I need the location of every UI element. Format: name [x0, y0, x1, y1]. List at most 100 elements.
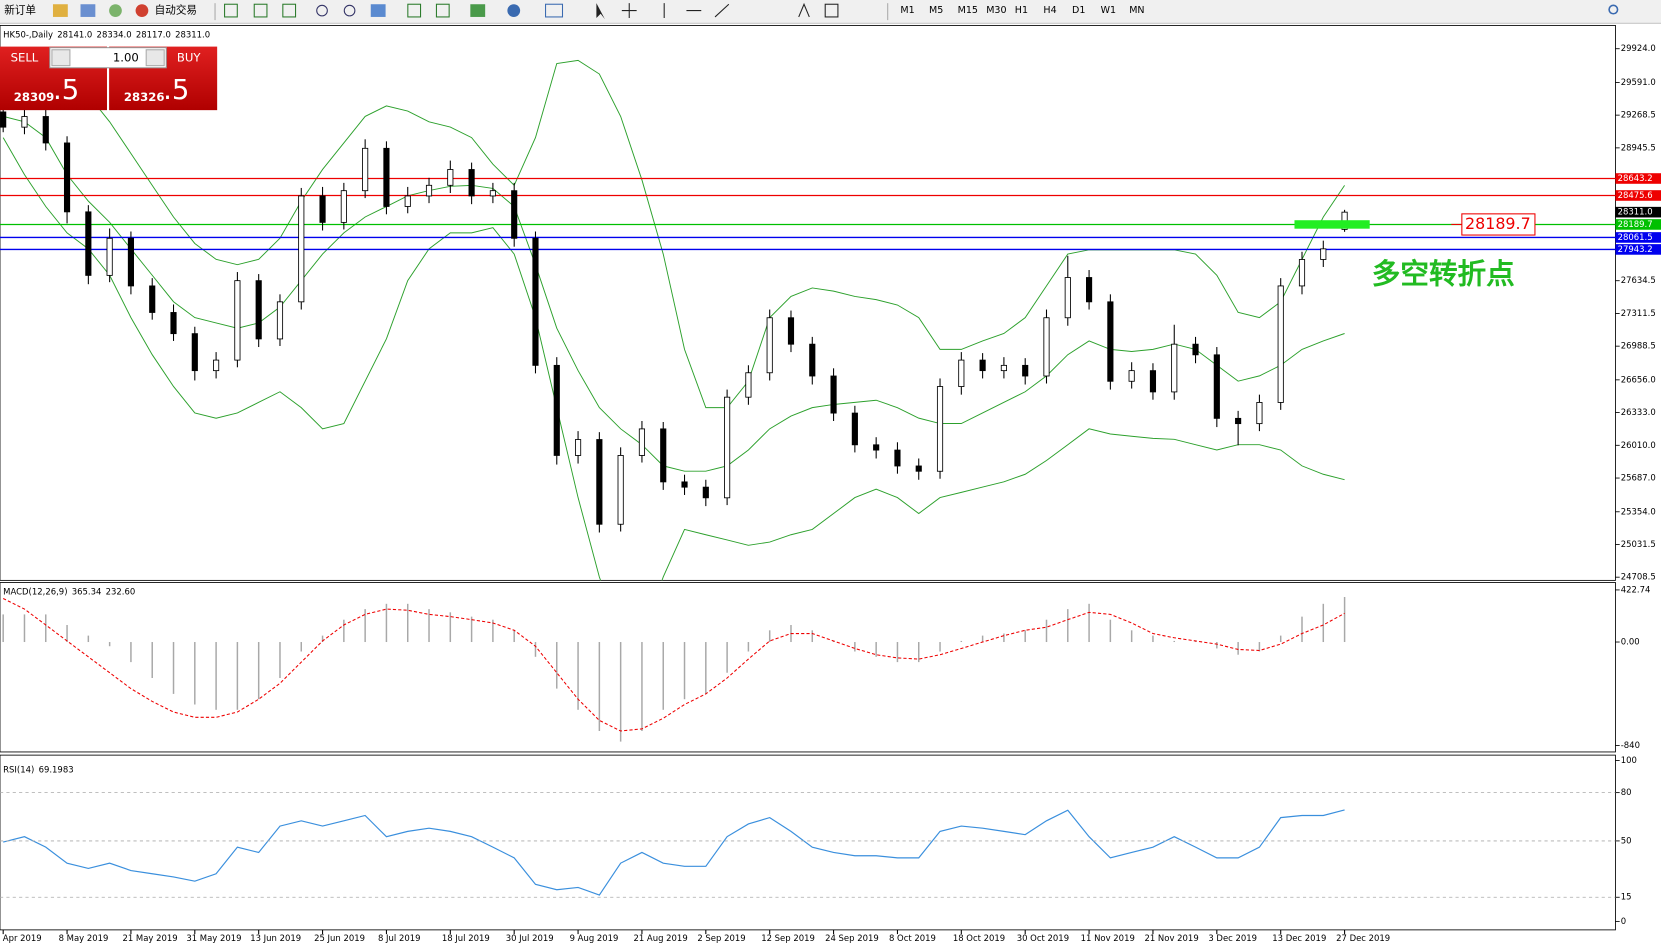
y-tick-label: 27634.5: [1621, 275, 1656, 285]
sell-label[interactable]: SELL: [11, 51, 39, 65]
icon[interactable]: [507, 4, 521, 17]
icon[interactable]: [224, 3, 238, 18]
draw-icons[interactable]: [663, 3, 730, 19]
price-tag: [1615, 173, 1661, 184]
icon[interactable]: [435, 3, 450, 18]
level-callout: 28189.7: [1465, 214, 1531, 233]
candle-body: [915, 465, 922, 472]
candle-body: [1192, 343, 1199, 356]
timeframe-button[interactable]: M30: [986, 5, 1006, 16]
icon[interactable]: [253, 3, 268, 18]
y-tick-label: 15: [1621, 892, 1632, 902]
candle-body: [362, 147, 369, 192]
candle-body: [255, 280, 262, 340]
candle-body: [958, 359, 965, 387]
icon[interactable]: [80, 4, 96, 17]
lot-up[interactable]: [145, 49, 165, 67]
candle-body: [1128, 370, 1135, 382]
icon[interactable]: [316, 4, 328, 17]
candle-body: [745, 372, 752, 398]
search-icon[interactable]: [1608, 4, 1619, 15]
x-tick-label: 21 May 2019: [122, 933, 177, 943]
bollinger-middle: [3, 115, 1345, 472]
toolbar-items: 新订单 自动交易 M1 M5 M15 M30 H1 H4 D1 W1 MN: [4, 2, 1619, 21]
candle-body: [170, 312, 177, 335]
timeframe-button[interactable]: H4: [1043, 5, 1056, 16]
candle-body: [425, 184, 433, 197]
trade-panel: SELL BUY 1.00 28309 .5 28326 .5: [0, 46, 218, 111]
cursor-icon[interactable]: [596, 3, 605, 20]
label-icon[interactable]: [824, 3, 839, 18]
candle-body: [638, 428, 646, 456]
timeframe-button[interactable]: M1: [900, 5, 914, 16]
candle-body: [127, 237, 135, 287]
icon[interactable]: [545, 3, 564, 18]
sell-price-frac: .5: [53, 74, 79, 106]
timeframe-button[interactable]: H1: [1015, 5, 1028, 16]
text-icon[interactable]: [798, 2, 810, 18]
icon[interactable]: [282, 3, 297, 18]
timeframe-button[interactable]: MN: [1129, 5, 1144, 16]
candle-body: [1064, 277, 1071, 319]
candle-body: [596, 439, 603, 525]
y-tick-label: 26988.5: [1621, 341, 1656, 351]
crosshair-icon[interactable]: [621, 3, 637, 19]
indicator-title: RSI(14): [3, 764, 34, 774]
lot-value[interactable]: 1.00: [113, 51, 139, 65]
candle-body: [1235, 417, 1242, 425]
candle-body: [1213, 354, 1220, 419]
icon[interactable]: [52, 4, 68, 17]
timeframe-button[interactable]: M15: [958, 5, 978, 16]
panel-plot: [2, 596, 1346, 742]
price-tag: [1615, 232, 1661, 243]
toolbar: [0, 0, 1661, 24]
bollinger-lower: [2, 137, 1345, 581]
buy-label[interactable]: BUY: [177, 51, 202, 65]
icon[interactable]: [109, 4, 122, 17]
timeframe-button[interactable]: W1: [1101, 5, 1116, 16]
candle-body: [1107, 301, 1114, 382]
indicator-value: 232.60: [106, 587, 136, 597]
candle-body: [574, 439, 582, 456]
x-tick-label: 30 Oct 2019: [1017, 933, 1069, 943]
candle-body: [809, 343, 816, 377]
candle-body: [191, 333, 198, 372]
candle-body: [468, 169, 475, 197]
candle-body: [340, 190, 347, 223]
timeframe-button[interactable]: M5: [929, 5, 943, 16]
rsi-line: [3, 809, 1345, 896]
auto-trading-button[interactable]: 自动交易: [155, 4, 197, 17]
icon[interactable]: [470, 4, 486, 17]
x-tick-label: 13 Dec 2019: [1272, 933, 1326, 943]
y-tick-label: 27311.5: [1621, 308, 1656, 318]
price-tag-label: 28311.0: [1618, 207, 1653, 217]
candle-body: [0, 111, 7, 128]
icon[interactable]: [343, 4, 356, 17]
timeframes: M1 M5 M15 M30 H1 H4 D1 W1 MN: [900, 5, 1144, 16]
new-order-button[interactable]: 新订单: [4, 4, 36, 17]
icon[interactable]: [370, 4, 386, 17]
y-tick-label: 26010.0: [1621, 440, 1656, 450]
indicator-title: MACD(12,26,9): [3, 587, 67, 597]
candle-body: [1000, 364, 1007, 372]
y-tick-label: -840: [1621, 740, 1640, 750]
x-tick-label: 13 Jun 2019: [250, 933, 301, 943]
y-tick-label: 80: [1621, 787, 1632, 797]
candle-body: [404, 195, 411, 207]
sell-price: 28309: [14, 90, 55, 104]
timeframe-button[interactable]: D1: [1072, 5, 1085, 16]
lot-down[interactable]: [51, 49, 71, 67]
candle-body: [1256, 402, 1263, 425]
panel-plot: [0, 59, 1616, 581]
candle-body: [830, 375, 837, 414]
signal-line: [2, 598, 1345, 732]
level-highlight: [1294, 220, 1370, 229]
x-tick-label: 8 Jul 2019: [378, 933, 421, 943]
icon[interactable]: [407, 3, 422, 18]
ohlc-value: 28311.0: [175, 29, 210, 39]
candle-body: [553, 364, 560, 456]
lot-box[interactable]: [49, 47, 167, 69]
x-tick-label: 21 Nov 2019: [1144, 933, 1198, 943]
icon[interactable]: [135, 4, 149, 17]
